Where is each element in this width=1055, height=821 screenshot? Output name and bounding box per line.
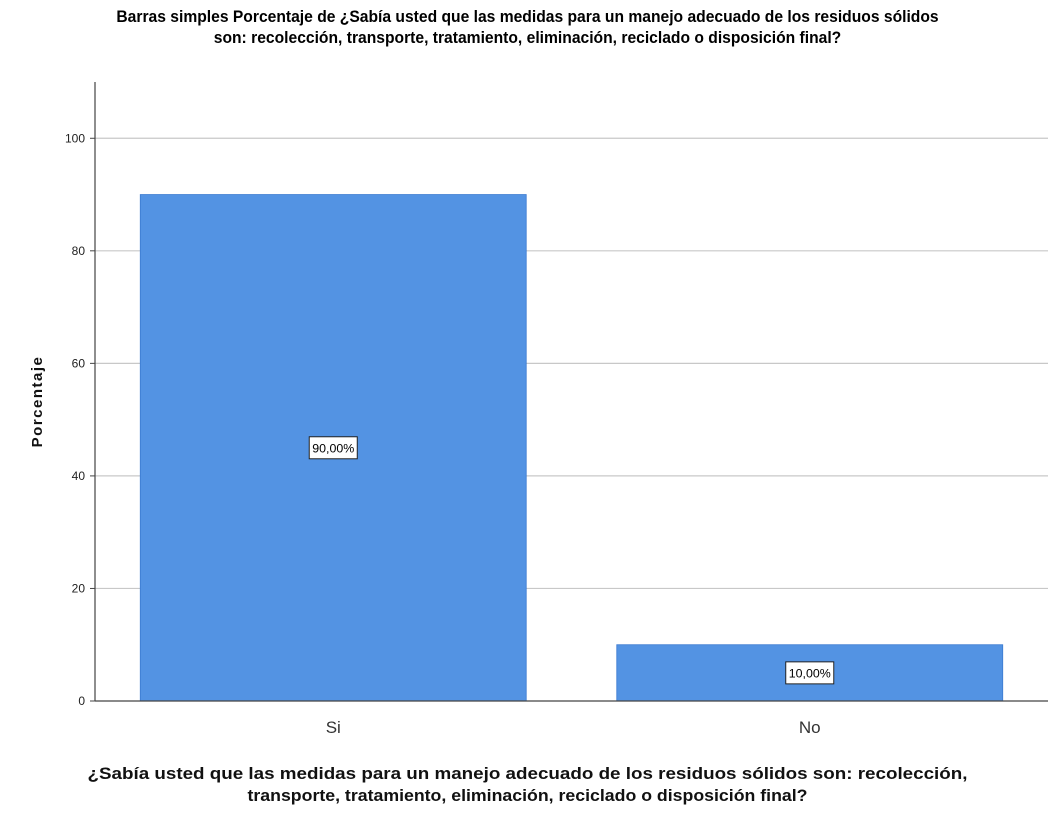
- y-tick-label-20: 20: [72, 581, 86, 595]
- data-label-text: 10,00%: [789, 666, 831, 680]
- chart-title-line-1: Barras simples Porcentaje de ¿Sabía uste…: [116, 7, 939, 26]
- data-label-box: [308, 436, 358, 460]
- data-labels: 90,00% 10,00%: [308, 436, 835, 685]
- y-tick-label-80: 80: [72, 244, 86, 258]
- data-label-text: 90,00%: [312, 441, 354, 455]
- data-label-box: [785, 661, 835, 685]
- data-label-si: 90,00%: [308, 436, 358, 460]
- y-tick-label-0: 0: [78, 694, 85, 708]
- chart-title: Barras simples Porcentaje de ¿Sabía uste…: [42, 6, 1013, 48]
- y-tick-label-40: 40: [72, 469, 86, 483]
- x-axis-label-line-1: ¿Sabía usted que las medidas para un man…: [88, 764, 968, 783]
- y-axis-label: Porcentaje: [29, 356, 46, 448]
- y-tick-label-100: 100: [65, 131, 85, 145]
- x-tick-label-si: Si: [326, 718, 341, 737]
- bars: [139, 194, 1004, 702]
- data-label-no: 10,00%: [785, 661, 835, 685]
- x-axis-label-line-2: transporte, tratamiento, eliminación, re…: [248, 786, 808, 805]
- y-tick-label-60: 60: [72, 356, 86, 370]
- x-tick-label-no: No: [799, 718, 821, 737]
- axes: 0 20 40 60 80 100 Si No Porcentaje ¿Sabía usted q…: [29, 82, 1048, 805]
- chart-title-line-2: son: recolección, transporte, tratamient…: [213, 28, 842, 47]
